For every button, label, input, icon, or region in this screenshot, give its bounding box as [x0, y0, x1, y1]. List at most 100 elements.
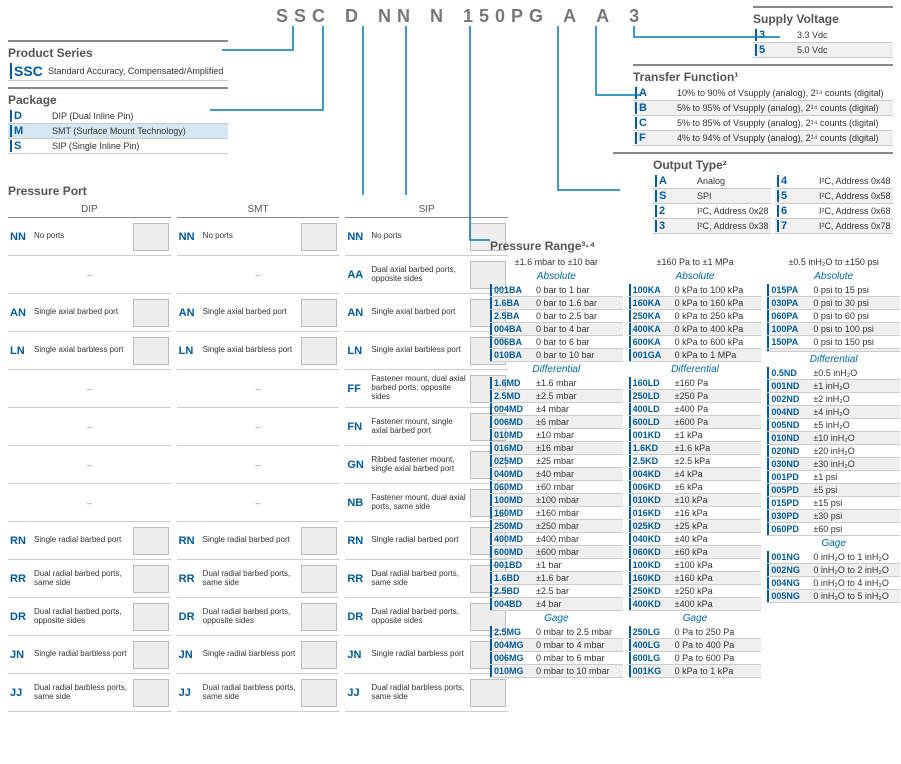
port-desc: Dual axial barbed ports, opposite sides	[371, 266, 468, 284]
package-icon	[133, 299, 169, 327]
range-row: 005ND±5 inH₂O	[767, 419, 900, 432]
range-header: ±1.6 mbar to ±10 bar	[490, 255, 623, 269]
range-row: 004BA0 bar to 4 bar	[490, 323, 623, 336]
option-desc: 5.0 Vdc	[797, 45, 891, 55]
range-value: ±6 mbar	[534, 416, 623, 428]
range-row: 250MD±250 mbar	[490, 520, 623, 533]
range-code: 600KA	[629, 336, 673, 348]
package-icon	[301, 603, 337, 631]
port-cell: NNNo ports	[8, 218, 171, 256]
port-desc: Single radial barbless port	[203, 650, 300, 659]
port-desc: Dual radial barbed ports, same side	[371, 570, 468, 588]
port-column-sip: SIPNNNo portsAADual axial barbed ports, …	[345, 202, 508, 712]
range-value: ±400 kPa	[673, 598, 762, 610]
port-desc: Dual radial barbless ports, same side	[34, 684, 131, 702]
port-cell: JJDual radial barbless ports, same side	[345, 674, 508, 712]
option-row: 2I²C, Address 0x28	[653, 204, 771, 219]
range-row: 250KD±250 kPa	[629, 585, 762, 598]
range-subheader: Gage	[767, 536, 900, 551]
range-row: 150PA0 psi to 150 psi	[767, 336, 900, 349]
range-row: 004MG0 mbar to 4 mbar	[490, 639, 623, 652]
range-code: 005ND	[767, 419, 811, 431]
option-row: 6I²C, Address 0x68	[775, 204, 893, 219]
port-cell: GNRibbed fastener mount, single axial ba…	[345, 446, 508, 484]
port-cell: JNSingle radial barbless port	[8, 636, 171, 674]
range-code: 004KD	[629, 468, 673, 480]
port-desc: Single radial barbed port	[34, 536, 131, 545]
range-row: 250KA0 kPa to 250 kPa	[629, 310, 762, 323]
range-code: 250MD	[490, 520, 534, 532]
pressure-range-column: ±0.5 inH₂O to ±150 psiAbsolute015PA0 psi…	[767, 255, 900, 678]
package-icon	[470, 679, 506, 707]
port-cell: JNSingle radial barbless port	[345, 636, 508, 674]
port-cell: –	[177, 408, 340, 446]
range-code: 001BD	[490, 559, 534, 571]
package-icon	[301, 527, 337, 555]
port-desc: Dual radial barbed ports, same side	[34, 570, 131, 588]
port-code: LN	[10, 345, 34, 357]
range-value: ±100 kPa	[673, 559, 762, 571]
package-icon	[133, 603, 169, 631]
part-segment: SSC	[276, 6, 331, 27]
range-value: ±160 Pa	[673, 377, 762, 389]
option-desc: SMT (Surface Mount Technology)	[52, 126, 226, 136]
option-row: SSCStandard Accuracy, Compensated/Amplif…	[8, 62, 228, 81]
port-cell: FNFastener mount, single axial barbed po…	[345, 408, 508, 446]
port-code: AN	[10, 307, 34, 319]
option-row: 5I²C, Address 0x58	[775, 189, 893, 204]
package-icon	[133, 337, 169, 365]
port-cell: FFFastener mount, dual axial barbed port…	[345, 370, 508, 408]
range-row: 010BA0 bar to 10 bar	[490, 349, 623, 362]
port-desc: Dual radial barbless ports, same side	[203, 684, 300, 702]
part-segment: 150PG	[463, 6, 549, 27]
port-cell: –	[8, 370, 171, 408]
port-desc: Dual radial barbed ports, same side	[203, 570, 300, 588]
range-row: 600LD±600 Pa	[629, 416, 762, 429]
package-title: Package	[8, 93, 228, 107]
range-code: 060KD	[629, 546, 673, 558]
range-code: 001KG	[629, 665, 673, 677]
pressure-port-section: Pressure Port DIPNNNo ports–ANSingle axi…	[8, 180, 508, 712]
port-cell: RRDual radial barbed ports, same side	[8, 560, 171, 598]
option-row: F4% to 94% of Vsupply (analog), 2¹⁴ coun…	[633, 131, 893, 146]
range-value: ±15 psi	[811, 497, 900, 509]
port-code: NN	[347, 231, 371, 243]
range-code: 020ND	[767, 445, 811, 457]
range-value: ±1 kPa	[673, 429, 762, 441]
range-code: 400LG	[629, 639, 673, 651]
range-value: 0 inH₂O to 1 inH₂O	[811, 551, 900, 563]
option-code: A	[635, 87, 677, 99]
range-value	[811, 349, 900, 351]
port-desc: No ports	[203, 232, 300, 241]
range-row: 025MD±25 mbar	[490, 455, 623, 468]
port-column-header: DIP	[8, 202, 171, 218]
range-code: 1.6KD	[629, 442, 673, 454]
range-value: ±600 mbar	[534, 546, 623, 558]
option-row: 55.0 Vdc	[753, 43, 893, 58]
range-code: 1.6MD	[490, 377, 534, 389]
range-code: 010MD	[490, 429, 534, 441]
range-code: 010MG	[490, 665, 534, 677]
package-icon	[301, 299, 337, 327]
port-cell: JJDual radial barbless ports, same side	[8, 674, 171, 712]
option-code: D	[10, 110, 52, 122]
port-cell: LNSingle axial barbless port	[8, 332, 171, 370]
port-cell: RNSingle radial barbed port	[177, 522, 340, 560]
package-icon	[133, 565, 169, 593]
port-cell: DRDual radial barbed ports, opposite sid…	[345, 598, 508, 636]
range-value: 0 mbar to 4 mbar	[534, 639, 623, 651]
product-series-section: Product Series SSCStandard Accuracy, Com…	[8, 40, 228, 81]
range-code: 060PD	[767, 523, 811, 535]
port-desc: Single axial barbless port	[34, 346, 131, 355]
range-row: 400KD±400 kPa	[629, 598, 762, 611]
range-code: 250KD	[629, 585, 673, 597]
range-value: 0 kPa to 100 kPa	[673, 284, 762, 296]
range-row: 001PD±1 psi	[767, 471, 900, 484]
range-value: 0 bar to 4 bar	[534, 323, 623, 335]
option-desc: I²C, Address 0x38	[697, 221, 769, 231]
option-row: 4I²C, Address 0x48	[775, 174, 893, 189]
product-series-title: Product Series	[8, 46, 228, 60]
range-value: 0 kPa to 1 MPa	[673, 349, 762, 361]
range-code: 004MG	[490, 639, 534, 651]
pressure-range-column: ±160 Pa to ±1 MPaAbsolute100KA0 kPa to 1…	[629, 255, 762, 678]
